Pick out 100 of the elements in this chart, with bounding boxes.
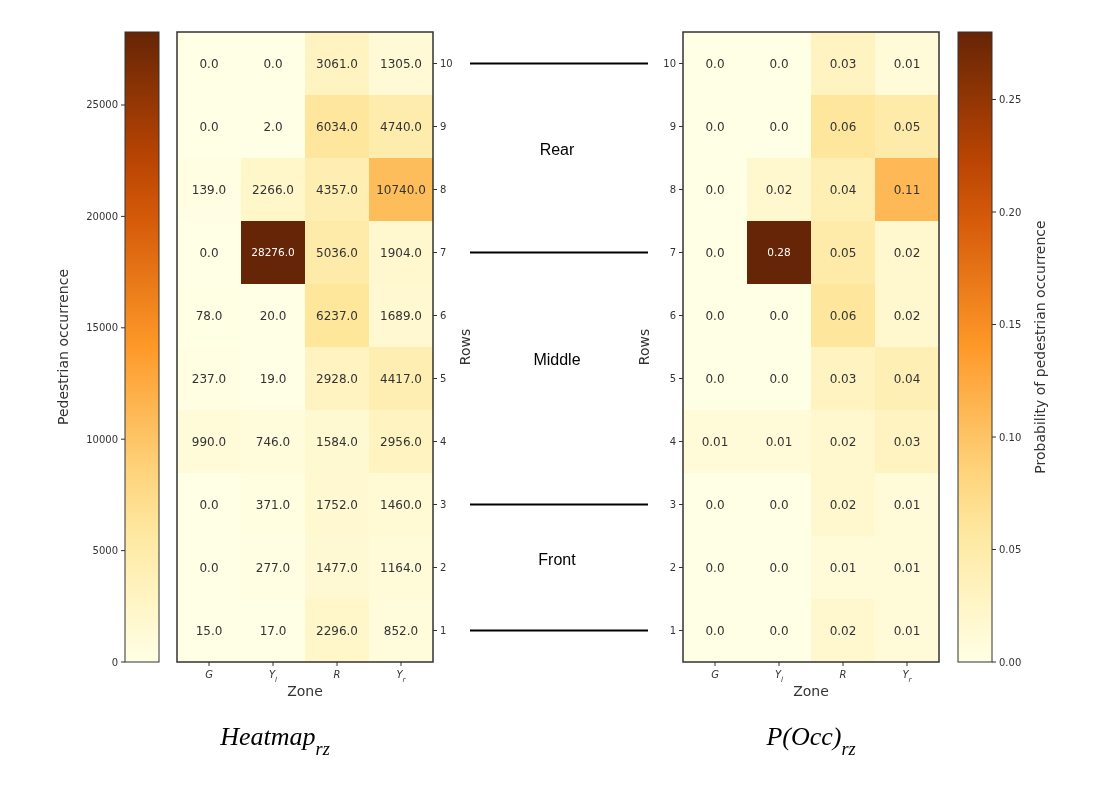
data-label: 0.0	[199, 497, 219, 512]
data-label: 0.03	[829, 371, 857, 386]
data-label: 0.0	[705, 371, 725, 386]
data-label: 0.0	[705, 245, 725, 260]
data-label: 4357.0	[316, 182, 358, 197]
data-label: 0.06	[829, 119, 857, 134]
text: Rear	[539, 141, 576, 158]
color-bar-label: 0.15	[999, 319, 1022, 330]
y-tick-label: 7	[669, 247, 676, 258]
text: Heatmap$_{rz}$	[219, 722, 330, 759]
x-axis-title: Zone	[287, 683, 323, 699]
color-bar-label: 0	[111, 656, 118, 668]
color-bar-label: 0.20	[999, 206, 1022, 218]
data-label: 4740.0	[380, 119, 422, 134]
data-label: 0.01	[893, 56, 921, 71]
x-tick-label: G	[711, 669, 720, 680]
data-label: 0.0	[199, 245, 219, 260]
data-label: 2.0	[263, 119, 283, 134]
color-bar-label: 5000	[92, 545, 118, 557]
data-label: 139.0	[191, 182, 227, 197]
data-label: 5036.0	[316, 245, 358, 260]
y-tick-label: 10	[663, 58, 676, 69]
data-label: 0.0	[705, 308, 725, 323]
data-label: 0.0	[769, 308, 789, 323]
y-tick-label: 4	[440, 436, 447, 447]
x-tick-label: R	[333, 669, 341, 680]
data-label: 0.02	[893, 245, 921, 260]
color-bar-label: 25000	[86, 99, 118, 111]
x-tick-label: Y$_{l}$	[774, 669, 784, 684]
x-tick-label: Y$_{r}$	[396, 669, 407, 684]
data-label: 0.04	[829, 182, 857, 197]
y-tick-label: 8	[440, 184, 447, 195]
data-label: 0.0	[769, 560, 789, 575]
x-tick-label: G	[205, 669, 214, 680]
x-axis-title: Zone	[793, 683, 829, 699]
data-label: 1164.0	[380, 560, 422, 575]
data-label: 0.0	[263, 56, 283, 71]
y-tick-label: 1	[669, 625, 676, 636]
data-label: 0.06	[829, 308, 857, 323]
color-bar-title: Pedestrian occurrence	[55, 269, 71, 425]
data-label: 0.01	[893, 560, 921, 575]
y-tick-label: 6	[440, 310, 447, 321]
y-tick-label: 5	[669, 373, 676, 384]
data-label: 0.0	[705, 497, 725, 512]
y-tick-label: 3	[669, 499, 676, 510]
data-label: 0.0	[199, 119, 219, 134]
data-label: 0.02	[765, 182, 793, 197]
data-label: 17.0	[259, 623, 287, 638]
data-label: 28276.0	[251, 246, 295, 259]
data-label: 2266.0	[252, 182, 294, 197]
color-bar-label: 10000	[86, 433, 118, 445]
data-label: 1305.0	[380, 56, 422, 71]
data-label: 1689.0	[380, 308, 422, 323]
data-label: 0.05	[893, 119, 921, 134]
data-label: 0.28	[767, 246, 791, 259]
color-bar-label: 20000	[86, 210, 118, 222]
y-tick-label: 2	[669, 562, 676, 573]
data-label: 3061.0	[316, 56, 358, 71]
color-bar-label: 0.10	[999, 431, 1022, 443]
data-label: 0.01	[893, 623, 921, 638]
data-label: 0.01	[765, 434, 793, 449]
text: Middle	[533, 351, 581, 368]
data-label: 0.02	[829, 497, 857, 512]
y-tick-label: 5	[440, 373, 447, 384]
data-label: 0.0	[769, 497, 789, 512]
data-label: 0.05	[829, 245, 857, 260]
data-label: 1460.0	[380, 497, 422, 512]
y-tick-label: 3	[440, 499, 447, 510]
y-tick-label: 1	[440, 625, 447, 636]
y-tick-label: 9	[440, 121, 447, 132]
x-tick-label: R	[839, 669, 847, 680]
text: Front	[538, 551, 577, 568]
data-label: 1477.0	[316, 560, 358, 575]
data-label: 0.0	[769, 56, 789, 71]
y-tick-label: 2	[440, 562, 447, 573]
data-label: 6237.0	[316, 308, 358, 323]
data-label: 0.01	[893, 497, 921, 512]
data-label: 0.11	[893, 182, 921, 197]
y-axis-title: Rows	[636, 328, 652, 366]
x-tick-label: Y$_{l}$	[268, 669, 278, 684]
data-label: 4417.0	[380, 371, 422, 386]
y-tick-label: 10	[440, 58, 453, 69]
data-label: 0.02	[829, 623, 857, 638]
data-label: 6034.0	[316, 119, 358, 134]
data-label: 0.01	[701, 434, 729, 449]
data-label: 0.0	[705, 560, 725, 575]
data-label: 746.0	[255, 434, 291, 449]
data-label: 0.0	[705, 119, 725, 134]
data-label: 0.0	[705, 56, 725, 71]
data-label: 0.0	[769, 119, 789, 134]
data-label: 0.01	[829, 560, 857, 575]
data-label: 990.0	[191, 434, 227, 449]
y-tick-label: 6	[669, 310, 676, 321]
data-label: 10740.0	[376, 182, 426, 197]
y-tick-label: 9	[669, 121, 676, 132]
data-label: 0.0	[199, 56, 219, 71]
data-label: 2956.0	[380, 434, 422, 449]
color-bar-title: Probability of pedestrian occurrence	[1032, 220, 1048, 474]
x-tick-label: Y$_{r}$	[902, 669, 913, 684]
text: P(Occ)$_{rz}$	[765, 722, 856, 759]
